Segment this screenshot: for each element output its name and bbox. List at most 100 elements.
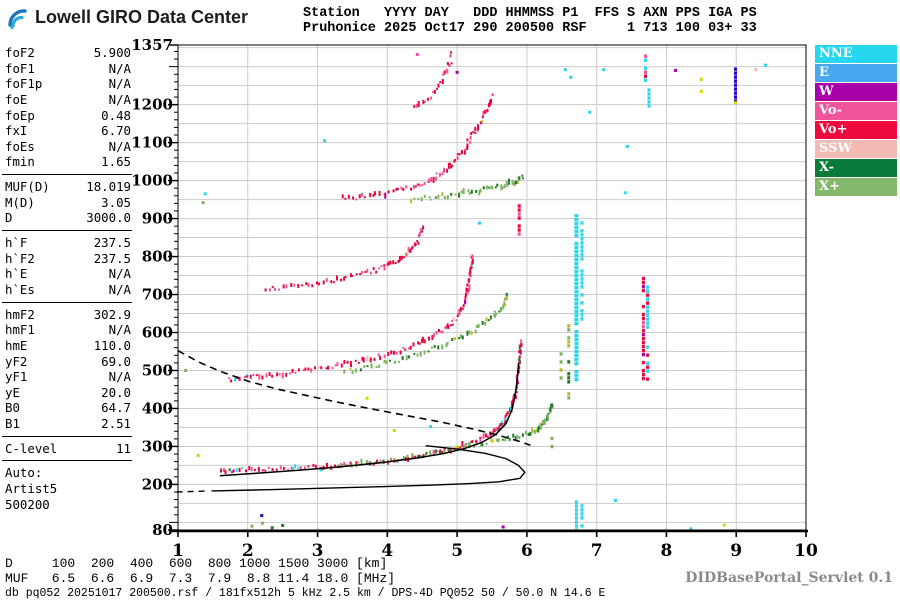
param-value: N/A	[108, 266, 131, 282]
param-row: fxI 6.70	[5, 123, 131, 139]
auto-scaler-label: Auto:	[5, 465, 43, 481]
divider	[2, 460, 132, 462]
param-label: hmF1	[5, 322, 35, 338]
svg-text:1: 1	[172, 541, 184, 561]
parameters-panel: foF2 5.900 foF1 N/A foF1p N/A foE N/A foEp 0.48 fx…	[2, 45, 132, 512]
param-value: N/A	[108, 76, 131, 92]
svg-text:1000: 1000	[131, 172, 173, 190]
param-value: 18.019	[86, 179, 131, 195]
svg-text:80: 80	[152, 521, 173, 539]
param-label: h`F2	[5, 250, 35, 266]
param-label: M(D)	[5, 194, 35, 210]
legend-item-e: E	[815, 64, 897, 82]
servlet-version-label: DIDBasePortal_Servlet 0.1	[685, 570, 893, 586]
auto-scaler-label: 500200	[5, 496, 50, 512]
svg-text:4: 4	[381, 541, 393, 561]
svg-text:3: 3	[312, 541, 324, 561]
param-value: 237.5	[93, 235, 131, 251]
svg-text:900: 900	[142, 210, 173, 228]
param-label: hmE	[5, 337, 28, 353]
legend-item-vo: Vo+	[815, 121, 897, 139]
param-label: h`Es	[5, 281, 35, 297]
param-label: D	[5, 210, 13, 226]
param-label: h`E	[5, 266, 28, 282]
logo: Lowell GIRO Data Center	[6, 4, 248, 30]
param-label: foEp	[5, 107, 35, 123]
muf-row: MUF 6.5 6.6 6.9 7.3 7.9 8.8 11.4 18.0 [M…	[5, 571, 396, 586]
param-label: fxI	[5, 123, 28, 139]
param-value: N/A	[108, 369, 131, 385]
legend-item-nne: NNE	[815, 45, 897, 63]
param-row: B0 64.7	[5, 400, 131, 416]
giro-waves-icon	[8, 9, 27, 30]
param-row: foEp 0.48	[5, 108, 131, 124]
param-value: 0.48	[101, 107, 131, 123]
legend-item-x: X-	[815, 159, 897, 177]
param-value: 237.5	[93, 250, 131, 266]
status-line: db pq052 20251017 200500.rsf / 181fx512h…	[5, 587, 606, 600]
svg-text:5: 5	[451, 541, 463, 561]
distance-row: D 100 200 400 600 800 1000 1500 3000 [km…	[5, 556, 388, 571]
legend-item-w: W	[815, 83, 897, 101]
param-value: 3.05	[101, 194, 131, 210]
divider	[2, 174, 132, 176]
param-value: 11	[116, 440, 131, 456]
svg-text:400: 400	[142, 399, 173, 417]
param-label: yE	[5, 384, 20, 400]
param-value: 2.51	[101, 416, 131, 432]
svg-text:600: 600	[142, 324, 173, 342]
divider	[2, 301, 132, 303]
param-label: C-level	[5, 440, 58, 456]
svg-text:6: 6	[521, 541, 533, 561]
param-label: foE	[5, 91, 28, 107]
logo-text: Lowell GIRO Data Center	[35, 6, 249, 27]
param-value: 69.0	[101, 353, 131, 369]
param-row: foE N/A	[5, 92, 131, 108]
header-columns-line: Station YYYY DAY DDD HHMMSS P1 FFS S AXN…	[303, 6, 757, 21]
param-label: foEs	[5, 138, 35, 154]
param-row: D 3000.0	[5, 210, 131, 226]
param-label: foF2	[5, 45, 35, 60]
param-value: 302.9	[93, 306, 131, 322]
legend-item-x: X+	[815, 178, 897, 196]
param-label: yF1	[5, 369, 28, 385]
param-label: h`F	[5, 235, 28, 251]
param-value: 6.70	[101, 123, 131, 139]
divider	[2, 435, 132, 437]
legend-item-ssw: SSW	[815, 140, 897, 158]
param-row: foF1 N/A	[5, 61, 131, 77]
param-row: C-level 11	[5, 441, 131, 457]
svg-text:1357: 1357	[131, 36, 173, 54]
param-value: N/A	[108, 60, 131, 76]
param-row: h`E N/A	[5, 266, 131, 282]
param-label: foF1	[5, 60, 35, 76]
param-row: yF2 69.0	[5, 354, 131, 370]
param-row: MUF(D) 18.019	[5, 179, 131, 195]
svg-text:10: 10	[794, 541, 818, 561]
param-label: MUF(D)	[5, 179, 50, 195]
svg-text:200: 200	[142, 475, 173, 493]
param-label: B1	[5, 416, 20, 432]
param-row: hmF2 302.9	[5, 307, 131, 323]
param-value: N/A	[108, 281, 131, 297]
param-value: 5.900	[93, 45, 131, 60]
param-value: N/A	[108, 91, 131, 107]
param-row: foF1p N/A	[5, 76, 131, 92]
svg-text:9: 9	[730, 541, 742, 561]
svg-text:500: 500	[142, 361, 173, 379]
param-value: N/A	[108, 322, 131, 338]
param-row: h`Es N/A	[5, 282, 131, 298]
param-row: h`F 237.5	[5, 235, 131, 251]
svg-text:300: 300	[142, 437, 173, 455]
svg-text:800: 800	[142, 248, 173, 266]
param-row: fmin 1.65	[5, 154, 131, 170]
echo-direction-legend: NNE E W Vo- Vo+ SSW X- X+	[815, 45, 897, 197]
param-row: h`F2 237.5	[5, 251, 131, 267]
header-values-line: Pruhonice 2025 Oct17 290 200500 RSF 1 71…	[303, 21, 757, 36]
svg-text:8: 8	[661, 541, 673, 561]
param-value: 110.0	[93, 337, 131, 353]
param-row: M(D) 3.05	[5, 195, 131, 211]
svg-text:1200: 1200	[131, 96, 173, 114]
param-row: yE 20.0	[5, 385, 131, 401]
